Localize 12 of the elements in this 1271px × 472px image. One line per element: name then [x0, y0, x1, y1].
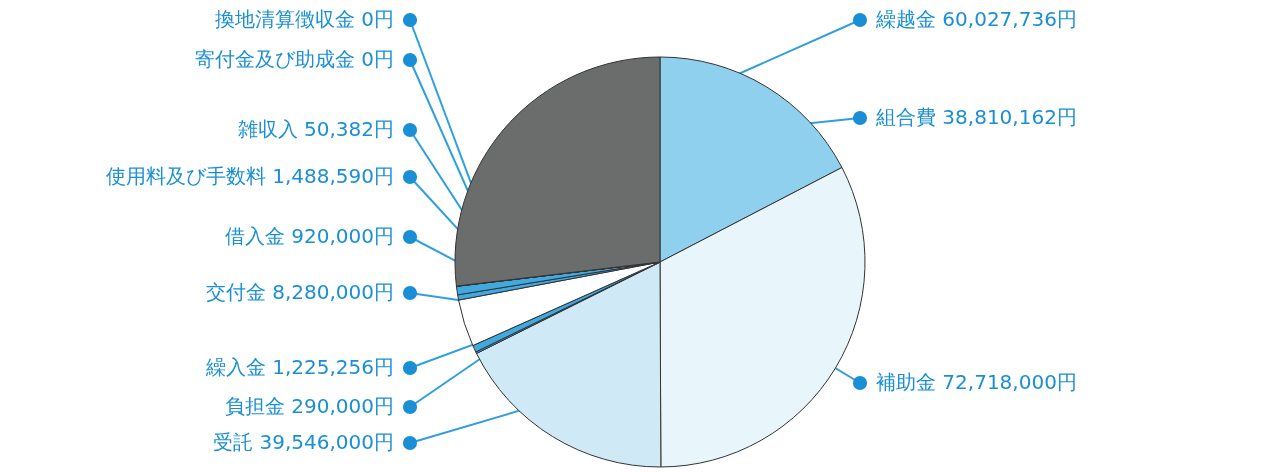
- slice-label: 使用料及び手数料 1,488,590円: [105, 164, 394, 188]
- slice-label: 借入金 920,000円: [224, 224, 394, 248]
- legend-label: 換地清算徴収金 0円: [214, 7, 394, 31]
- slice-label: 組合費 38,810,162円: [875, 105, 1077, 129]
- legend-label: 寄付金及び助成金 0円: [194, 47, 394, 71]
- slice-label: 繰越金 60,027,736円: [875, 7, 1077, 31]
- slice-label: 負担金 290,000円: [224, 394, 394, 418]
- slice-label: 受託 39,546,000円: [213, 430, 394, 454]
- slice-label: 雑収入 50,382円: [237, 117, 394, 141]
- slice-label: 補助金 72,718,000円: [876, 370, 1077, 394]
- slice-label: 繰入金 1,225,256円: [204, 355, 394, 379]
- slice-label: 交付金 8,280,000円: [205, 280, 394, 304]
